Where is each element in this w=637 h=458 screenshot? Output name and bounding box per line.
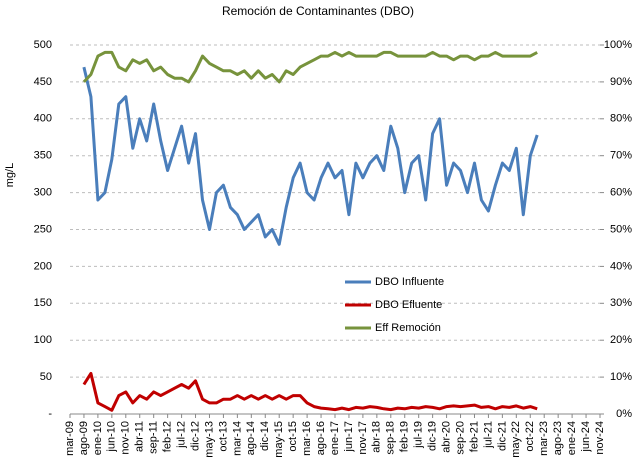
y-tick-label: 350 (34, 150, 52, 162)
y-tick-label: 150 (34, 297, 52, 309)
x-tick-label: jun-24 (580, 421, 592, 453)
x-tick-label: jul-21 (482, 421, 494, 449)
x-tick-label: sep-11 (148, 421, 160, 454)
x-tick-label: jul-19 (413, 421, 425, 449)
chart-title: Remoción de Contaminantes (DBO) (222, 4, 414, 18)
y2-tick-label: 90% (610, 76, 632, 88)
x-tick-label: dic-14 (259, 421, 271, 451)
y-tick-label: 500 (34, 39, 52, 51)
x-tick-label: mar-09 (64, 421, 76, 456)
x-tick-label: oct-22 (524, 421, 536, 452)
x-tick-label: jul-12 (175, 421, 187, 449)
x-tick-label: feb-12 (162, 421, 174, 452)
x-tick-label: ene-10 (92, 421, 104, 455)
x-tick-label: ene-24 (566, 421, 578, 455)
x-tick-label: dic-12 (189, 421, 201, 451)
x-tick-label: ago-09 (78, 421, 90, 455)
x-tick-label: may-13 (203, 421, 215, 458)
x-tick-label: feb-19 (399, 421, 411, 452)
y2-tick-label: 60% (610, 187, 632, 199)
y-tick-label: 400 (34, 113, 52, 125)
y-tick-label: 300 (34, 187, 52, 199)
x-tick-label: abr-11 (134, 421, 146, 452)
x-tick-label: abr-18 (371, 421, 383, 453)
x-tick-label: sep-20 (454, 421, 466, 455)
x-tick-label: mar-14 (231, 421, 243, 456)
y2-tick-label: 100% (604, 39, 632, 51)
x-tick-label: may-22 (510, 421, 522, 458)
legend-label: DBO Efluente (375, 299, 442, 311)
x-tick-label: ago-23 (552, 421, 564, 455)
series-line (82, 371, 538, 412)
series-line (82, 50, 538, 84)
x-tick-label: jun-17 (343, 421, 355, 453)
y2-tick-label: 40% (610, 260, 632, 272)
y2-tick-label: 0% (616, 408, 632, 420)
y-tick-label: 100 (34, 334, 52, 346)
y-axis-label: mg/L (4, 163, 16, 187)
y2-tick-label: 70% (610, 150, 632, 162)
x-tick-label: may-15 (273, 421, 285, 458)
y2-tick-label: 50% (610, 223, 632, 235)
x-tick-label: oct-13 (217, 421, 229, 452)
x-tick-label: mar-23 (538, 421, 550, 456)
x-tick-label: jun-10 (106, 421, 118, 453)
x-tick-label: nov-17 (357, 421, 369, 455)
x-tick-label: sep-18 (385, 421, 397, 455)
legend-label: Eff Remoción (375, 322, 441, 334)
y-tick-label: 450 (34, 76, 52, 88)
x-tick-label: nov-24 (594, 421, 606, 455)
y2-tick-label: 30% (610, 297, 632, 309)
x-tick-label: dic-21 (496, 421, 508, 451)
x-tick-label: oct-15 (287, 421, 299, 452)
legend-label: DBO Influente (375, 276, 444, 288)
x-tick-label: ago-14 (245, 421, 257, 455)
x-tick-label: nov-10 (120, 421, 132, 455)
y-tick-label: - (48, 408, 52, 420)
y-tick-label: 50 (40, 371, 52, 383)
x-tick-label: feb-21 (468, 421, 480, 452)
x-tick-label: abr-20 (440, 421, 452, 453)
x-tick-label: ago-16 (315, 421, 327, 455)
y2-tick-label: 10% (610, 371, 632, 383)
y2-tick-label: 80% (610, 113, 632, 125)
x-tick-label: mar-16 (301, 421, 313, 456)
y2-tick-label: 20% (610, 334, 632, 346)
x-tick-label: dic-19 (427, 421, 439, 451)
y-tick-label: 200 (34, 260, 52, 272)
series-line (82, 66, 539, 246)
y-tick-label: 250 (34, 223, 52, 235)
x-tick-label: ene-17 (329, 421, 341, 455)
